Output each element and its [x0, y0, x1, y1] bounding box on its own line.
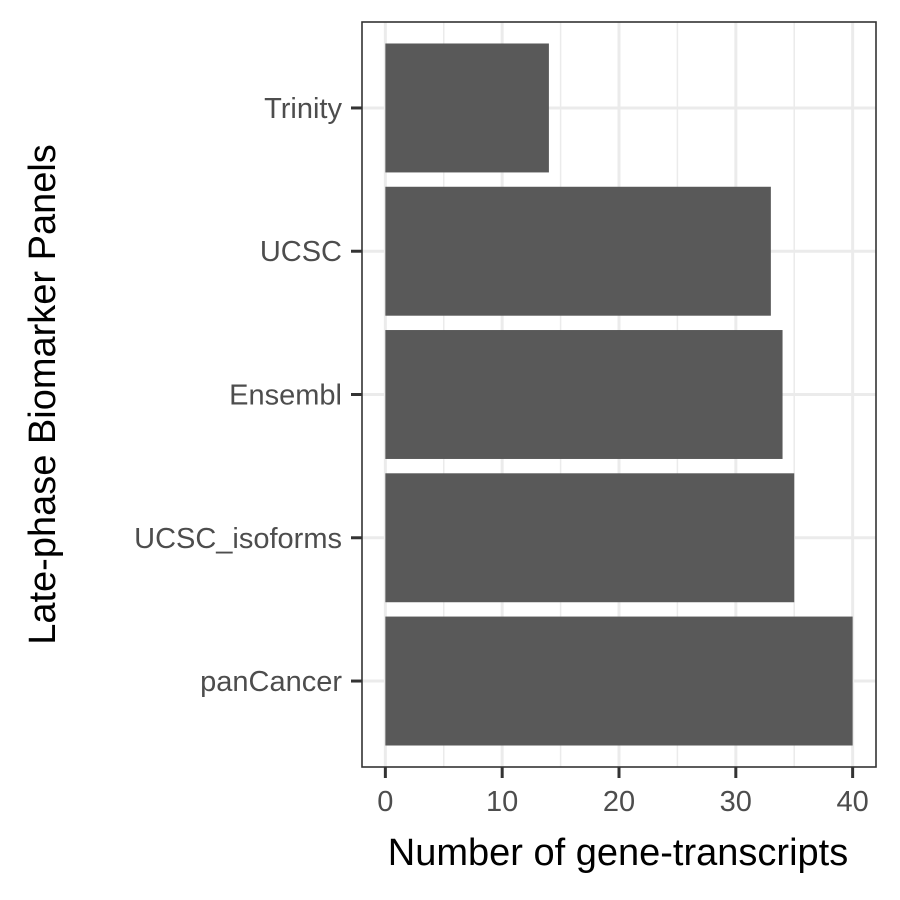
bar-trinity: [385, 43, 549, 173]
bar-pancancer: [385, 616, 853, 746]
bar-ensembl: [385, 330, 783, 459]
bars: [385, 43, 853, 746]
y-tick-label: UCSC_isoforms: [134, 523, 342, 555]
y-tick-label: panCancer: [200, 666, 342, 698]
x-axis: 0 10 20 30 40: [377, 767, 869, 818]
y-tick-label: Trinity: [264, 93, 342, 125]
x-axis-title: Number of gene-transcripts: [388, 832, 848, 874]
y-axis-title: Late-phase Biomarker Panels: [22, 144, 64, 645]
x-tick-label: 40: [837, 786, 869, 818]
x-tick-label: 30: [720, 786, 752, 818]
x-tick-label: 10: [486, 786, 518, 818]
x-tick-label: 0: [377, 786, 393, 818]
x-tick-label: 20: [603, 786, 635, 818]
bar-ucsc: [385, 186, 771, 316]
y-tick-label: UCSC: [260, 236, 342, 268]
y-axis: Trinity UCSC Ensembl UCSC_isoforms panCancer: [134, 93, 362, 698]
bar-ucsc-isoforms: [385, 473, 795, 603]
y-tick-label: Ensembl: [229, 380, 342, 412]
